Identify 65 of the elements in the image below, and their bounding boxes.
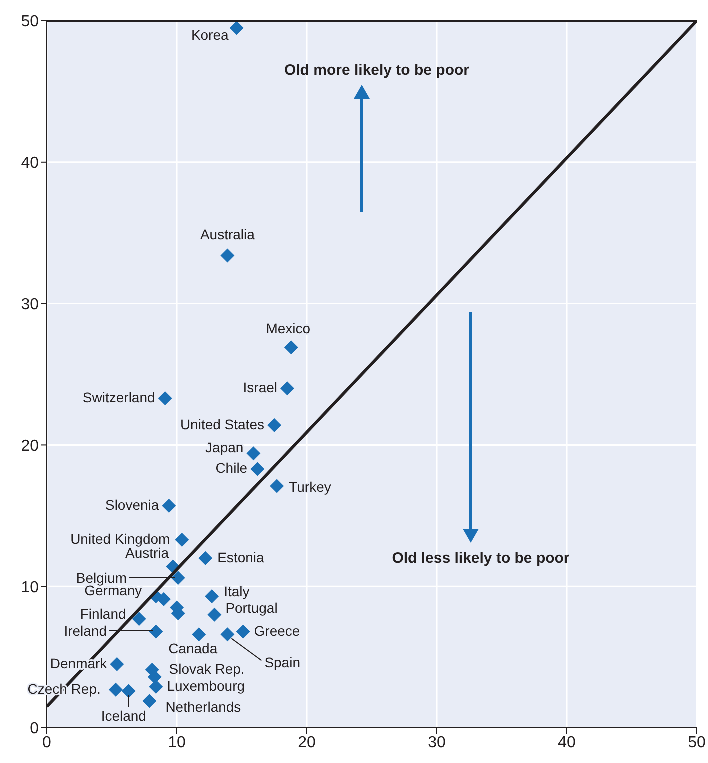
annotation: Japan xyxy=(206,440,244,456)
annotation: Luxembourg xyxy=(167,678,246,694)
annotation: Israel xyxy=(243,380,278,396)
point xyxy=(280,382,294,396)
point xyxy=(122,684,136,698)
point xyxy=(208,608,222,622)
y-tick-label: 10 xyxy=(21,579,40,596)
point xyxy=(220,248,235,263)
x-tick-label: 50 xyxy=(688,734,706,752)
point xyxy=(250,462,265,476)
annotation: Finland xyxy=(80,606,126,622)
annotation: Old less likely to be poor xyxy=(392,550,570,567)
annotation: Iceland xyxy=(101,708,146,724)
x-tick-label: 10 xyxy=(168,734,186,752)
annotation: Ireland xyxy=(64,623,107,639)
point xyxy=(198,551,213,566)
point xyxy=(236,624,250,639)
y-tick-label: 40 xyxy=(21,155,40,172)
y-tick-label: 20 xyxy=(21,438,40,455)
point xyxy=(149,624,164,639)
annotation: Estonia xyxy=(218,549,265,566)
annotation: Australia xyxy=(200,226,256,243)
annotation: Slovak Rep. xyxy=(169,661,245,678)
annotation: Slovenia xyxy=(105,497,160,513)
x-tick-label: 20 xyxy=(298,734,316,752)
annotation: Greece xyxy=(254,622,300,639)
point xyxy=(162,499,176,513)
y-tick-label: 30 xyxy=(21,296,40,314)
annotation: Netherlands xyxy=(166,699,242,716)
y-tick-label: 0 xyxy=(30,720,40,738)
x-tick-label: 40 xyxy=(558,734,576,752)
point xyxy=(149,680,164,694)
annotation: Old more likely to be poor xyxy=(284,62,470,79)
point xyxy=(157,592,171,606)
annotation: Turkey xyxy=(289,479,332,496)
point xyxy=(284,340,298,355)
x-tick-label: 30 xyxy=(428,734,446,752)
annotation: United States xyxy=(180,416,264,432)
annotation: Portugal xyxy=(226,600,278,616)
annotation: Mexico xyxy=(266,320,311,337)
point xyxy=(246,446,261,461)
point xyxy=(108,682,123,697)
point xyxy=(175,532,190,547)
annotation: Switzerland xyxy=(82,390,156,406)
annotation: Korea xyxy=(191,27,230,44)
point xyxy=(171,571,186,586)
point xyxy=(192,628,206,642)
point xyxy=(158,392,172,406)
point xyxy=(270,479,284,494)
point xyxy=(132,612,146,626)
point xyxy=(268,418,282,432)
annotation: Chile xyxy=(216,460,248,476)
annotation: Spain xyxy=(264,654,301,671)
annotation: Belgium xyxy=(76,570,127,586)
point xyxy=(205,590,220,604)
y-tick-label: 50 xyxy=(21,14,40,31)
point xyxy=(148,670,162,684)
annotation: United Kingdom xyxy=(70,530,170,547)
annotation: Italy xyxy=(224,584,250,600)
annotation: Canada xyxy=(168,640,218,657)
x-tick-label: 0 xyxy=(42,734,52,752)
point xyxy=(220,628,235,642)
point xyxy=(142,694,157,708)
point xyxy=(110,657,124,672)
point xyxy=(230,21,244,36)
